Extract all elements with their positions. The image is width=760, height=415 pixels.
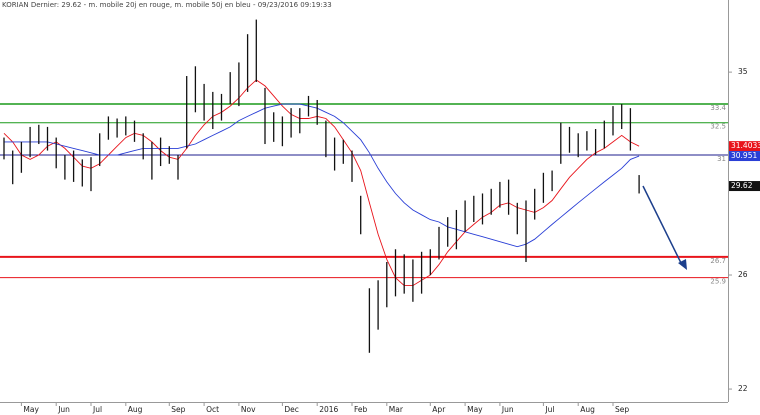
y-tick-label: 26 bbox=[738, 270, 748, 279]
last-value-label: 31.4033 bbox=[731, 141, 760, 150]
x-tick-label: Feb bbox=[354, 405, 368, 414]
x-tick-label: Mar bbox=[389, 405, 404, 414]
x-tick-label: Jun bbox=[501, 405, 514, 414]
x-tick-label: Aug bbox=[580, 405, 595, 414]
x-tick-label: Sep bbox=[615, 405, 629, 414]
moving-average bbox=[3, 79, 640, 287]
y-tick-label: 22 bbox=[738, 384, 748, 393]
x-tick-label: Dec bbox=[284, 405, 299, 414]
chart-title: KORIAN Dernier: 29.62 - m. mobile 20j en… bbox=[2, 1, 332, 9]
level-label: 25.9 bbox=[710, 278, 726, 286]
last-value-label: 30.951 bbox=[731, 151, 757, 160]
x-tick-label: Apr bbox=[432, 405, 446, 414]
level-label: 32.5 bbox=[710, 123, 726, 131]
last-value-box bbox=[729, 141, 760, 152]
last-value-box bbox=[729, 151, 760, 162]
y-tick-label: 35 bbox=[738, 67, 748, 76]
level-label: 33.4 bbox=[710, 104, 726, 112]
plot-area: 33.4 32.5 31 26.7 25.9 22 26 35 May Jun Jul Aug Sep O… bbox=[0, 19, 760, 414]
arrow-head bbox=[678, 259, 687, 270]
x-tick-label: Jul bbox=[92, 405, 102, 414]
x-tick-label: Nov bbox=[241, 405, 256, 414]
level-label: 31 bbox=[717, 155, 726, 163]
x-tick-label: 2016 bbox=[319, 405, 338, 414]
moving-average bbox=[4, 103, 640, 248]
x-tick-label: Sep bbox=[171, 405, 185, 414]
x-tick-label: Jul bbox=[544, 405, 554, 414]
x-tick-label: Jun bbox=[57, 405, 70, 414]
x-tick-label: May bbox=[23, 405, 39, 414]
last-value-box bbox=[729, 181, 760, 192]
x-tick-label: Aug bbox=[128, 405, 143, 414]
forecast-arrow bbox=[642, 185, 683, 266]
x-tick-label: Oct bbox=[206, 405, 219, 414]
last-value-label: 29.62 bbox=[731, 181, 753, 190]
x-tick-label: May bbox=[467, 405, 483, 414]
level-label: 26.7 bbox=[710, 257, 726, 265]
